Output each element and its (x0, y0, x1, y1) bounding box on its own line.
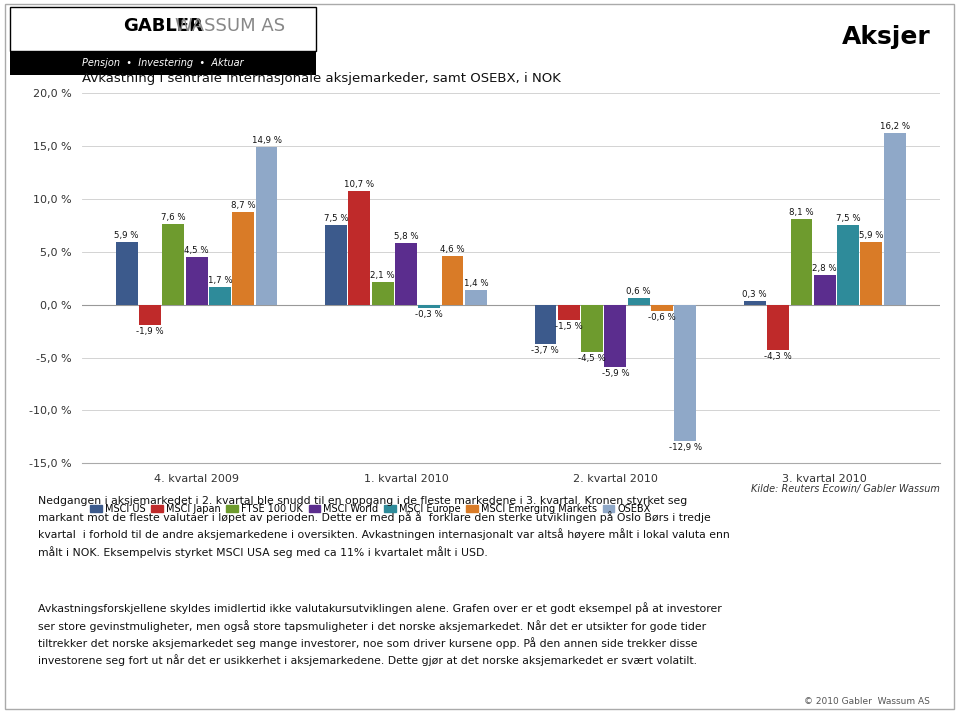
Bar (860, 242, 882, 304)
Bar (348, 191, 370, 304)
Text: 14,9 %: 14,9 % (251, 135, 282, 145)
Bar (395, 243, 417, 304)
Text: 2,1 %: 2,1 % (370, 272, 395, 280)
Text: WASSUM AS: WASSUM AS (175, 17, 286, 35)
Legend: MSCI US, MSCI Japan, FTSE 100 UK, MSCI World, MSCI Europe, MSCI Emerging Markets: MSCI US, MSCI Japan, FTSE 100 UK, MSCI W… (86, 500, 654, 518)
Text: -5,9 %: -5,9 % (601, 369, 629, 378)
Bar (186, 257, 207, 304)
Text: © 2010 Gabler  Wassum AS: © 2010 Gabler Wassum AS (805, 697, 930, 706)
Text: 7,5 %: 7,5 % (324, 214, 348, 223)
Bar (790, 219, 812, 304)
Text: Aksjer: Aksjer (841, 25, 930, 49)
Bar (884, 133, 905, 304)
Text: Avkastningsforskjellene skyldes imidlertid ikke valutakursutviklingen alene. Gra: Avkastningsforskjellene skyldes imidlert… (38, 602, 722, 667)
Text: Kilde: Reuters Ecowin/ Gabler Wassum: Kilde: Reuters Ecowin/ Gabler Wassum (751, 484, 940, 494)
Bar (837, 225, 859, 304)
Text: -12,9 %: -12,9 % (668, 443, 702, 452)
Text: 5,9 %: 5,9 % (114, 231, 139, 240)
Text: -3,7 %: -3,7 % (531, 346, 559, 354)
Bar (372, 282, 393, 304)
Bar (558, 304, 579, 320)
Text: -0,6 %: -0,6 % (648, 313, 676, 322)
Bar (534, 304, 556, 344)
Text: GABLER: GABLER (123, 17, 203, 35)
Text: -1,5 %: -1,5 % (555, 322, 582, 332)
Text: 0,3 %: 0,3 % (742, 290, 767, 299)
Text: 1,4 %: 1,4 % (463, 279, 488, 288)
Bar (325, 225, 347, 304)
Text: 4,6 %: 4,6 % (440, 245, 465, 254)
Text: -4,5 %: -4,5 % (578, 354, 606, 363)
Bar (674, 304, 696, 441)
Text: Nedgangen i aksjemarkedet i 2. kvartal ble snudd til en oppgang i de fleste mark: Nedgangen i aksjemarkedet i 2. kvartal b… (38, 496, 730, 558)
Text: 0,6 %: 0,6 % (626, 287, 651, 297)
Text: -0,3 %: -0,3 % (415, 309, 443, 319)
Text: 5,9 %: 5,9 % (859, 231, 883, 240)
Text: 1,7 %: 1,7 % (208, 276, 232, 284)
Text: 16,2 %: 16,2 % (879, 122, 910, 131)
Bar (442, 256, 463, 304)
Text: 8,1 %: 8,1 % (789, 208, 813, 217)
Text: 5,8 %: 5,8 % (394, 232, 418, 241)
Text: 10,7 %: 10,7 % (344, 180, 374, 189)
Text: 2,8 %: 2,8 % (812, 264, 837, 273)
Bar (209, 287, 231, 304)
Bar (232, 212, 254, 304)
Bar (744, 302, 765, 304)
Text: 7,5 %: 7,5 % (835, 214, 860, 223)
Text: -1,9 %: -1,9 % (136, 327, 164, 336)
Bar (116, 242, 137, 304)
Bar (162, 224, 184, 304)
Bar (418, 304, 440, 308)
Text: 7,6 %: 7,6 % (161, 213, 186, 222)
Text: 8,7 %: 8,7 % (231, 202, 256, 210)
Bar (256, 147, 277, 304)
Bar (767, 304, 789, 350)
Bar (581, 304, 603, 352)
Text: -4,3 %: -4,3 % (764, 352, 792, 361)
Bar (628, 298, 649, 304)
Text: Pensjon  •  Investering  •  Aktuar: Pensjon • Investering • Aktuar (82, 58, 244, 68)
Text: Avkastning i sentrale internasjonale aksjemarkeder, samt OSEBX, i NOK: Avkastning i sentrale internasjonale aks… (82, 71, 560, 85)
Bar (139, 304, 161, 324)
FancyBboxPatch shape (10, 51, 316, 75)
Bar (651, 304, 673, 311)
Bar (604, 304, 626, 367)
Bar (814, 275, 835, 304)
Bar (465, 289, 487, 304)
FancyBboxPatch shape (10, 7, 316, 51)
Text: 4,5 %: 4,5 % (184, 246, 209, 255)
